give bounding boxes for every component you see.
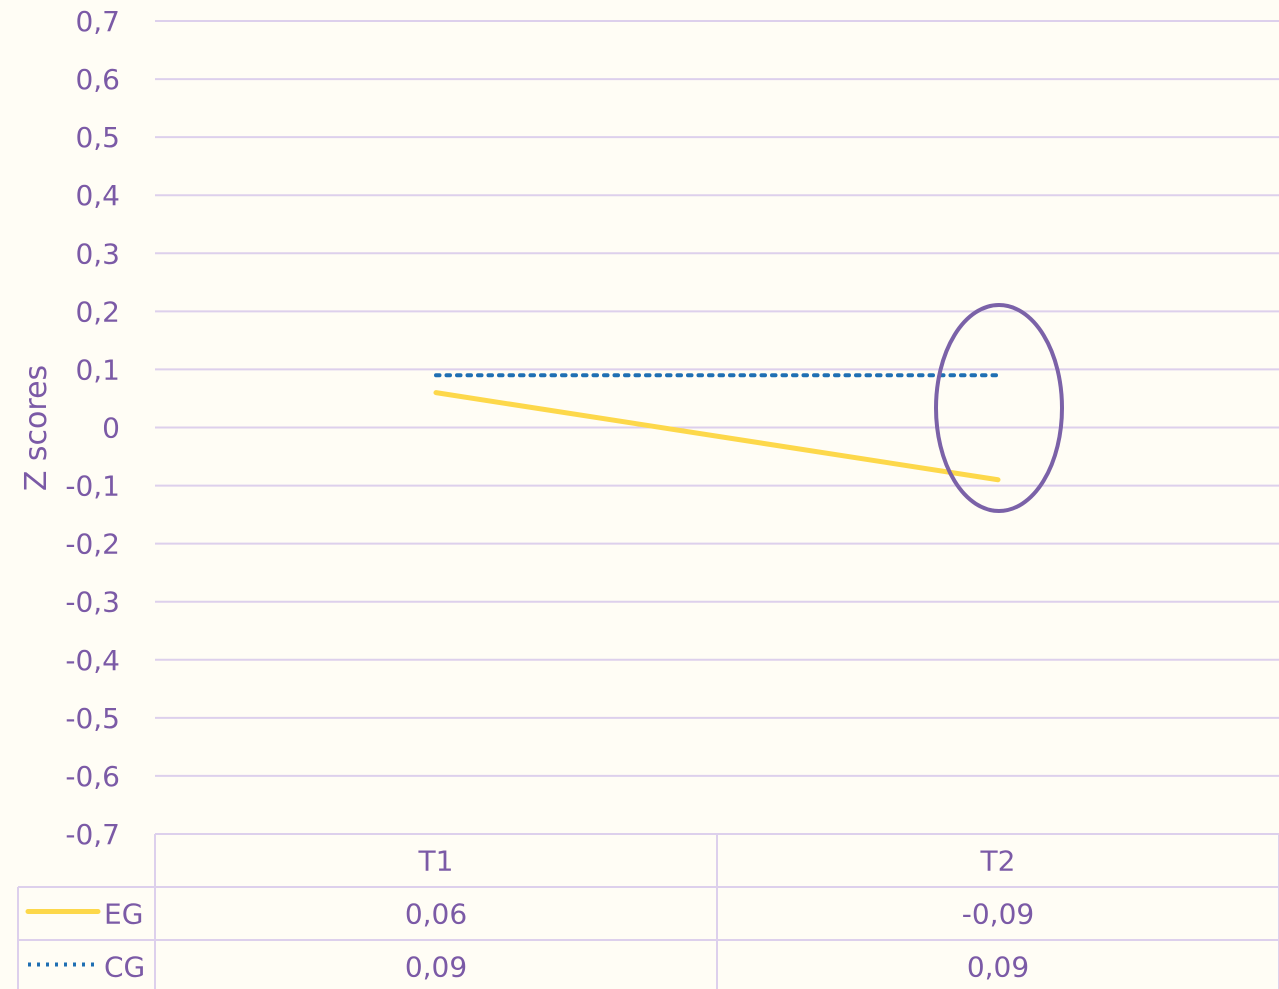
y-tick-label: 0,2: [75, 295, 120, 328]
data-table-value: 0,09: [405, 951, 467, 984]
y-tick-label: -0,2: [65, 528, 120, 561]
y-tick-label: 0,5: [75, 121, 120, 154]
y-tick-label: 0,1: [75, 353, 120, 386]
category-label: T1: [418, 845, 454, 878]
y-tick-label: -0,4: [65, 644, 120, 677]
legend-label-cg: CG: [104, 951, 145, 984]
highlight-ellipse: [934, 303, 1064, 513]
y-tick-label: 0,4: [75, 179, 120, 212]
series-lines: [433, 373, 1001, 483]
data-table-value: 0,09: [967, 951, 1029, 984]
y-axis-ticks: 0,7 0,6 0,5 0,4 0,3 0,2 0,1 0 -0,1 -0,2 -0,3 -0,4 -0…: [65, 5, 120, 851]
data-table-value: -0,09: [962, 898, 1034, 931]
y-tick-label: -0,3: [65, 586, 120, 619]
y-tick-label: -0,1: [65, 470, 120, 503]
gridlines: [155, 20, 1279, 835]
y-tick-label: -0,5: [65, 702, 120, 735]
y-tick-label: 0,3: [75, 237, 120, 270]
series-line-eg: [433, 390, 1001, 483]
y-tick-label: -0,6: [65, 760, 120, 793]
legend-label-eg: EG: [104, 898, 143, 931]
data-table: T1 T2 EG 0,06 -0,09 CG 0,09 0,09: [17, 834, 1279, 989]
category-label: T2: [980, 845, 1016, 878]
data-table-value: 0,06: [405, 898, 467, 931]
y-tick-label: 0,6: [75, 63, 120, 96]
y-tick-label: 0,7: [75, 5, 120, 38]
y-tick-label: -0,7: [65, 818, 120, 851]
y-axis-title: Z scores: [19, 365, 54, 491]
y-tick-label: 0: [102, 412, 120, 445]
